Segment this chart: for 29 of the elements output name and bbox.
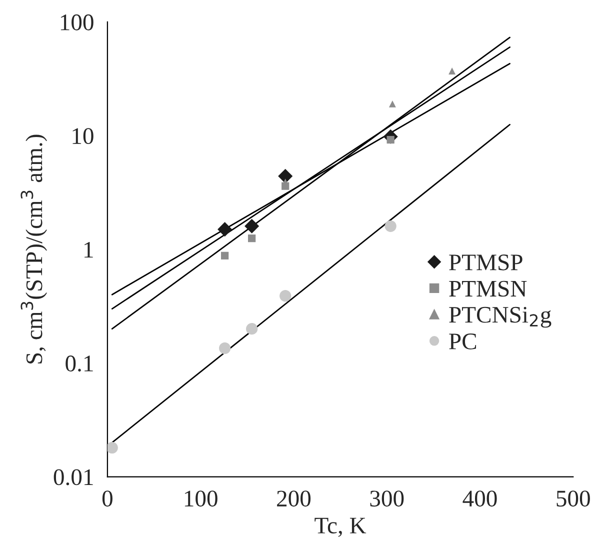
legend-label: PTCNSi$_{2}$g: [449, 306, 552, 328]
point: [244, 218, 260, 234]
y-tick-label: 100: [60, 14, 94, 30]
y-axis-title: S, cm$^{3}$(STP)/(cm$^{3}$ atm.): [20, 134, 48, 364]
x-tick-label: 500: [556, 490, 590, 507]
legend-label: PTMSN: [449, 280, 527, 297]
point: [278, 168, 293, 184]
x-axis-title: Tc, K: [314, 518, 366, 537]
y-tick-label: 1: [84, 242, 93, 258]
legend-label: PC: [449, 334, 476, 350]
legend-label: PTMSP: [449, 254, 522, 270]
y-tick-label: 0.01: [54, 469, 93, 486]
point: [246, 323, 258, 335]
x-tick-label: 300: [370, 490, 404, 507]
x-tick-label: 0: [102, 490, 112, 507]
point: [384, 220, 396, 232]
point: [221, 252, 229, 260]
y-tick-label: 10: [72, 128, 94, 144]
x-tick-label: 100: [184, 490, 218, 507]
point: [107, 442, 118, 454]
y-tick-label: 0.1: [66, 356, 93, 372]
point: [218, 342, 231, 354]
point: [218, 222, 232, 237]
x-tick-label: 200: [277, 490, 311, 507]
x-tick-label: 400: [462, 490, 497, 507]
point: [448, 68, 456, 74]
point: [280, 290, 292, 302]
point: [248, 234, 256, 242]
point: [388, 100, 396, 108]
